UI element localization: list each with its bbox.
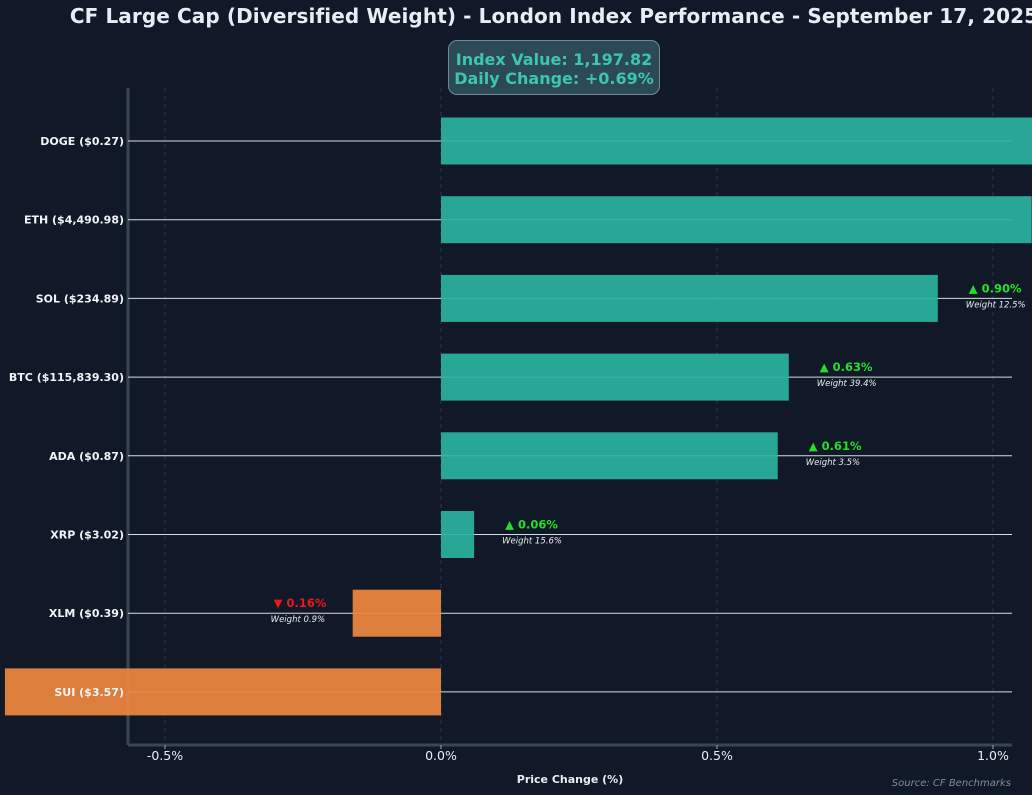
bar bbox=[441, 196, 1032, 244]
x-tick-label: 0.5% bbox=[701, 748, 733, 763]
bar bbox=[441, 117, 1032, 165]
y-tick-label: SUI ($3.57) bbox=[54, 686, 124, 699]
y-tick-label: SOL ($234.89) bbox=[36, 292, 124, 305]
bar bbox=[441, 511, 475, 558]
bar bbox=[441, 353, 789, 401]
change-label: ▲ 0.63% bbox=[820, 360, 873, 374]
weight-label: Weight 15.6% bbox=[502, 537, 562, 547]
y-tick-label: ETH ($4,490.98) bbox=[24, 214, 124, 227]
change-label: ▼ 0.16% bbox=[274, 596, 327, 610]
change-label: ▲ 0.90% bbox=[969, 281, 1022, 295]
y-tick-label: DOGE ($0.27) bbox=[40, 135, 124, 148]
y-tick-label: XRP ($3.02) bbox=[50, 529, 124, 542]
bar bbox=[4, 668, 441, 716]
x-tick-label: 0.0% bbox=[425, 748, 457, 763]
chart-title: CF Large Cap (Diversified Weight) - Lond… bbox=[69, 4, 1032, 28]
change-label: ▲ 0.06% bbox=[505, 518, 558, 532]
source-note: Source: CF Benchmarks bbox=[891, 778, 1011, 789]
bar bbox=[441, 432, 778, 480]
index-value-box: Index Value: 1,197.82 Daily Change: +0.6… bbox=[448, 40, 660, 95]
x-tick-label: 1.0% bbox=[977, 748, 1009, 763]
x-tick-label: -0.5% bbox=[147, 748, 183, 763]
y-tick-label: BTC ($115,839.30) bbox=[9, 371, 124, 384]
y-tick-label: XLM ($0.39) bbox=[49, 607, 124, 620]
index-value-label: Index Value: 1,197.82 bbox=[455, 50, 653, 69]
weight-label: Weight 0.9% bbox=[271, 615, 325, 625]
weight-label: Weight 3.5% bbox=[806, 458, 860, 468]
change-label: ▲ 0.61% bbox=[809, 439, 862, 453]
bar bbox=[352, 589, 441, 637]
x-axis-title: Price Change (%) bbox=[516, 773, 624, 786]
y-tick-label: ADA ($0.87) bbox=[49, 450, 124, 463]
bar bbox=[441, 274, 938, 322]
daily-change-label: Daily Change: +0.69% bbox=[454, 69, 654, 88]
weight-label: Weight 39.4% bbox=[817, 379, 877, 389]
weight-label: Weight 12.5% bbox=[966, 300, 1026, 310]
